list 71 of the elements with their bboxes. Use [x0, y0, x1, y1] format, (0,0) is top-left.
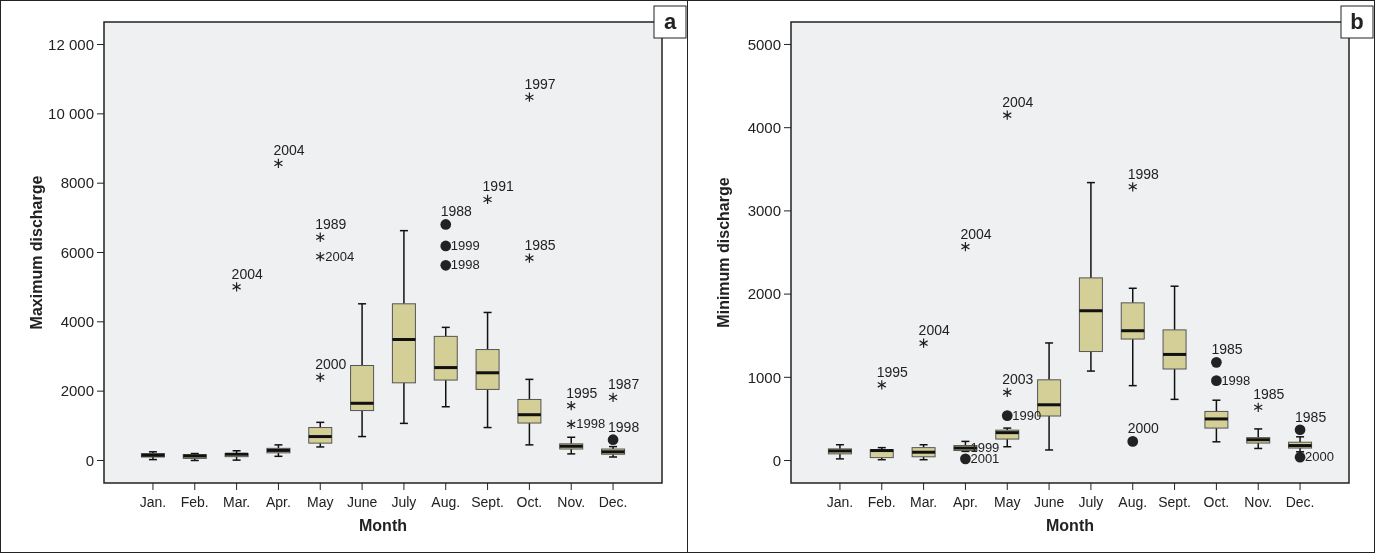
x-tick-label: June	[346, 494, 378, 510]
y-tick-label: 0	[772, 451, 781, 469]
y-tick-label: 6000	[60, 243, 94, 261]
annotation: 1991	[482, 178, 514, 195]
y-tick-label: 3000	[747, 202, 781, 220]
annotation: 2004	[325, 248, 355, 264]
x-tick-label: July	[391, 494, 417, 510]
annotation: 1987	[608, 376, 640, 393]
y-tick-label: 5000	[747, 35, 781, 53]
annotation: 1997	[524, 76, 556, 93]
annotation: 1985	[1253, 386, 1285, 403]
annotation: 2000	[315, 356, 347, 373]
annotation: 1985	[1295, 408, 1327, 425]
x-tick-label: Jan.	[139, 494, 167, 510]
annotation: 1985	[524, 237, 556, 254]
annotation: 1998	[1127, 165, 1160, 182]
x-tick-label: June	[1033, 494, 1065, 510]
annotation: 1998	[576, 416, 606, 432]
x-tick-label: Dec.	[598, 494, 628, 510]
y-tick-label: 0	[85, 451, 94, 469]
annotation: 2000	[1127, 420, 1160, 437]
x-tick-label: Dec.	[1285, 494, 1315, 510]
x-tick-label: Nov.	[557, 494, 586, 510]
annotation: 2004	[960, 225, 992, 242]
annotation: 1988	[440, 203, 473, 220]
y-tick-label: 10 000	[48, 105, 94, 123]
annotation: 1985	[1211, 341, 1243, 358]
annotation: 2004	[273, 142, 305, 159]
annotation: 1999	[450, 237, 480, 253]
x-tick-label: Nov.	[1244, 494, 1273, 510]
annotation: 2004	[1002, 94, 1034, 111]
x-tick-label: Oct.	[516, 494, 543, 510]
x-tick-label: May	[307, 494, 334, 510]
x-tick-label: Jan.	[826, 494, 854, 510]
x-tick-label: May	[994, 494, 1021, 510]
annotation: 1990	[1012, 407, 1042, 423]
y-tick-label: 1000	[747, 368, 781, 386]
x-tick-label: Apr.	[952, 494, 978, 510]
annotation: 2004	[918, 322, 950, 339]
x-tick-label: Sept.	[1158, 494, 1191, 510]
text: b	[1350, 9, 1364, 34]
annotation: 2004	[231, 265, 263, 282]
x-tick-label: July	[1078, 494, 1104, 510]
annotation: 1989	[315, 216, 347, 233]
x-axis-title: Month	[1046, 517, 1094, 534]
annotation: 1995	[566, 384, 598, 401]
x-tick-label: Feb.	[180, 494, 209, 510]
x-tick-label: Apr.	[265, 494, 291, 510]
x-axis-title: Month	[359, 517, 407, 534]
y-tick-label: 4000	[747, 118, 781, 136]
x-tick-label: Sept.	[471, 494, 504, 510]
y-tick-label: 12 000	[48, 35, 94, 53]
y-axis-title: Maximum discharge	[28, 175, 45, 330]
y-axis-title: Minimum discharge	[715, 177, 732, 328]
x-tick-label: Mar.	[222, 494, 251, 510]
y-tick-label: 4000	[60, 313, 94, 331]
annotation: 1998	[608, 418, 640, 435]
annotation: 1998	[1221, 372, 1251, 388]
text: a	[663, 9, 677, 34]
annotation: 1995	[876, 363, 909, 380]
x-tick-label: Mar.	[909, 494, 938, 510]
y-tick-label: 2000	[747, 285, 781, 303]
y-tick-label: 8000	[60, 174, 94, 192]
annotation: 2000	[1305, 449, 1334, 465]
y-tick-label: 2000	[60, 382, 94, 400]
annotation: 1998	[450, 257, 480, 273]
x-tick-label: Aug.	[1118, 494, 1148, 510]
x-tick-label: Aug.	[431, 494, 461, 510]
annotation: 2003	[1002, 371, 1034, 388]
x-tick-label: Feb.	[867, 494, 896, 510]
x-tick-label: Oct.	[1203, 494, 1230, 510]
